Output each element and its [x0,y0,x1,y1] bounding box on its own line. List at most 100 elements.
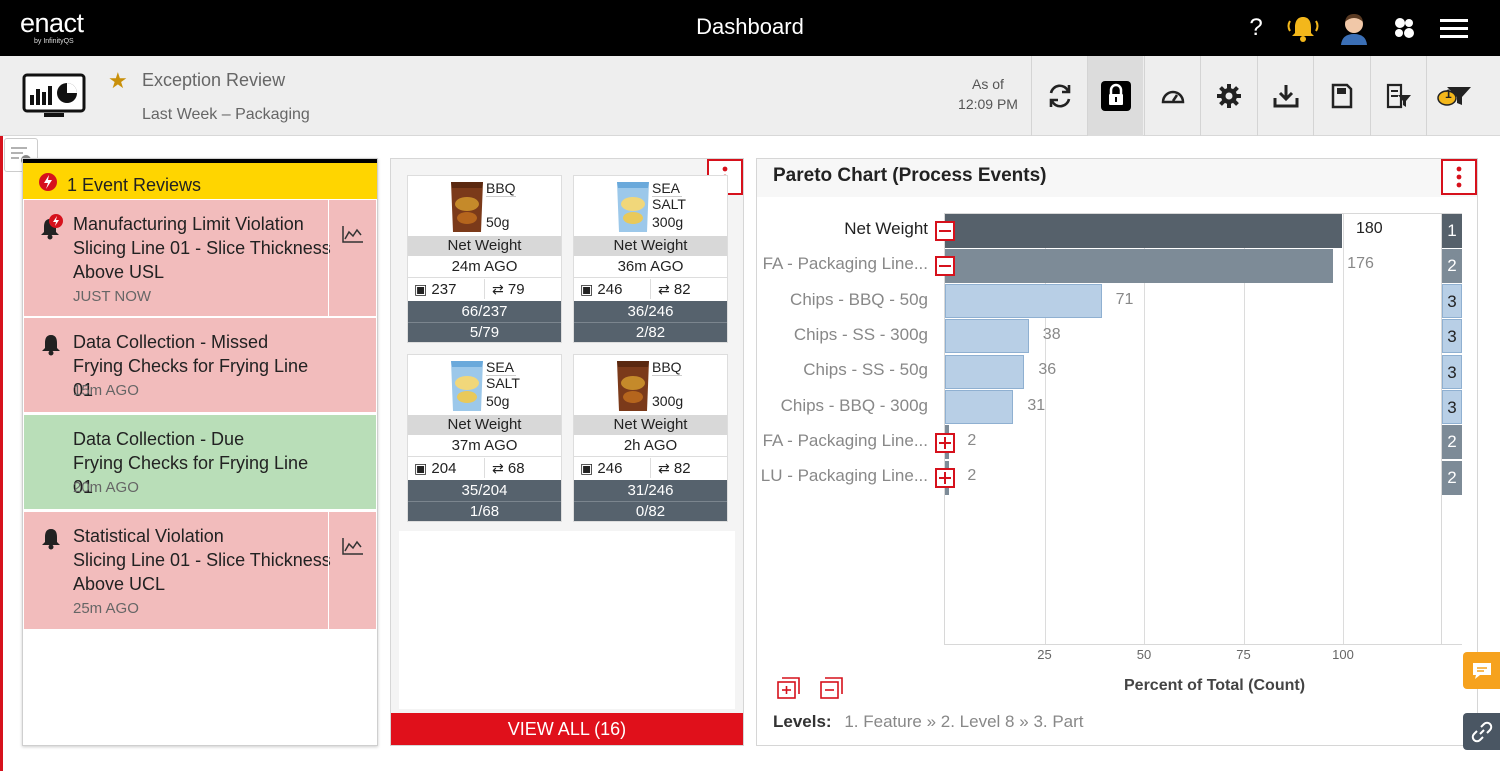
category-label[interactable]: FA - Packaging Line... [762,430,928,450]
event-item[interactable]: Statistical Violation Slicing Line 01 - … [24,512,376,629]
category-label[interactable]: Chips - BBQ - 300g [780,395,928,415]
settings-button[interactable] [1200,56,1256,136]
bar-value-label: 180 [1356,220,1383,237]
products-empty-area [399,531,735,709]
product-card[interactable]: BBQ 50g Net Weight 24m AGO ▣ 237 ⇄ 79 66/237 5/… [407,175,562,343]
violation-ratio: 66/237 [408,301,561,322]
event-title: Data Collection - Due [73,429,245,449]
count-divider [650,279,651,299]
expand-row-icon[interactable] [935,468,955,489]
pareto-bar[interactable] [945,390,1014,424]
x-gridline [1044,214,1046,644]
pareto-bar[interactable] [945,354,1025,389]
enact-logo[interactable]: enact by InfinityQS [20,8,84,45]
expand-all-button[interactable] [777,677,801,704]
help-icon[interactable]: ? [1238,10,1274,46]
category-label[interactable]: FA - Packaging Line... [762,254,928,274]
as-of-time: 12:09 PM [958,96,1018,112]
category-label[interactable]: LU - Packaging Line... [760,466,928,486]
product-card[interactable]: SEA SALT 50g Net Weight 37m AGO ▣ 204 ⇄ 68 35/2… [407,354,562,522]
count-divider [650,458,651,478]
event-detail: Slicing Line 01 - Slice Thickness Above … [73,550,331,594]
lock-icon [1100,81,1131,111]
x-tick-label: 100 [1332,647,1354,662]
apps-icon[interactable] [1386,10,1422,46]
sample-count: ⇄ 82 [658,281,691,298]
expand-all-icon [777,677,800,699]
left-accent-strip [0,136,3,771]
view-all-button[interactable]: VIEW ALL (16) [391,713,743,745]
count-divider [484,458,485,478]
download-button[interactable] [1257,56,1313,136]
link-button[interactable] [1463,713,1500,750]
collapse-all-button[interactable] [820,677,844,704]
lock-button[interactable] [1087,56,1143,136]
bell-icon [40,526,62,555]
link-icon [1471,721,1492,742]
level-link[interactable]: 2. Level 8 [940,712,1015,731]
gear-icon [1216,84,1241,108]
last-update: 36m AGO [574,256,727,278]
bar-value-label: 38 [1042,325,1061,343]
category-label[interactable]: Chips - SS - 50g [803,360,928,380]
help-label: ? [1249,14,1263,41]
event-title: Data Collection - Missed [73,332,269,352]
x-tick-label: 25 [1037,647,1052,662]
event-detail: Frying Checks for Frying Line 01 [73,453,309,497]
chat-button[interactable] [1463,652,1500,689]
feature-name: Net Weight [574,415,727,435]
x-gridline [1243,214,1245,644]
gauge-icon [1161,90,1184,104]
expand-row-icon[interactable] [935,432,955,453]
gauge-button[interactable] [1144,56,1200,136]
pareto-bar[interactable] [945,319,1029,354]
event-item[interactable]: Data Collection - Due Frying Checks for … [24,415,376,509]
report-filter-button[interactable] [1370,56,1426,136]
category-label[interactable]: Net Weight [844,219,928,238]
event-time: 20m AGO [73,479,139,496]
level-separator: » [926,712,937,731]
level-link[interactable]: 3. Part [1033,712,1084,731]
user-avatar[interactable] [1336,10,1372,46]
last-update: 2h AGO [574,435,727,457]
bar-value-label: 2 [967,431,977,449]
save-button[interactable] [1313,56,1369,136]
filter-button[interactable]: 1 [1426,56,1482,136]
collapse-row-icon[interactable] [935,256,955,277]
label-divider [652,196,682,197]
pareto-bar[interactable] [945,213,1342,248]
menu-icon[interactable] [1436,10,1472,46]
x-axis-label: Percent of Total (Count) [1124,677,1306,694]
event-item[interactable]: Data Collection - Missed Frying Checks f… [24,318,376,412]
level-link[interactable]: 1. Feature [844,712,922,731]
sample-count: ⇄ 68 [492,460,525,477]
category-label[interactable]: Chips - BBQ - 50g [790,289,928,309]
trend-chart-button[interactable] [328,200,376,316]
product-card[interactable]: SEA SALT 300g Net Weight 36m AGO ▣ 246 ⇄ 82 36/… [573,175,728,343]
event-item[interactable]: Manufacturing Limit Violation Slicing Li… [24,200,376,316]
x-tick-label: 50 [1136,647,1152,662]
category-label[interactable]: Chips - SS - 300g [793,324,928,344]
level-rank-badge: 3 [1442,390,1462,424]
event-reviews-title: 1 Event Reviews [67,175,202,195]
refresh-button[interactable] [1031,56,1087,136]
level-separator: » [1019,712,1029,731]
pareto-menu-button[interactable] [1441,159,1477,195]
dashboard-monitor-icon [22,73,86,124]
event-reviews-header[interactable]: 1 Event Reviews [23,159,377,199]
favorite-star-icon[interactable]: ★ [108,68,128,93]
pareto-bar[interactable] [945,248,1334,283]
pareto-title: Pareto Chart (Process Events) [773,165,1047,186]
logo-text: enact [20,8,84,38]
event-detail: Slicing Line 01 - Slice Thickness Above … [73,238,331,282]
collapse-row-icon[interactable] [935,221,955,241]
event-time: 15m AGO [73,382,139,399]
pareto-bar[interactable] [945,284,1102,319]
product-card[interactable]: BBQ 300g Net Weight 2h AGO ▣ 246 ⇄ 82 31/246 0/… [573,354,728,522]
product-flavor: SEA SALT [652,180,686,212]
trend-chart-button[interactable] [328,512,376,629]
level-rank-badge: 1 [1442,213,1462,248]
subgroup-count: ▣ 237 [414,281,457,298]
alarm-bell-icon[interactable] [1285,10,1321,46]
download-icon [1273,85,1298,108]
